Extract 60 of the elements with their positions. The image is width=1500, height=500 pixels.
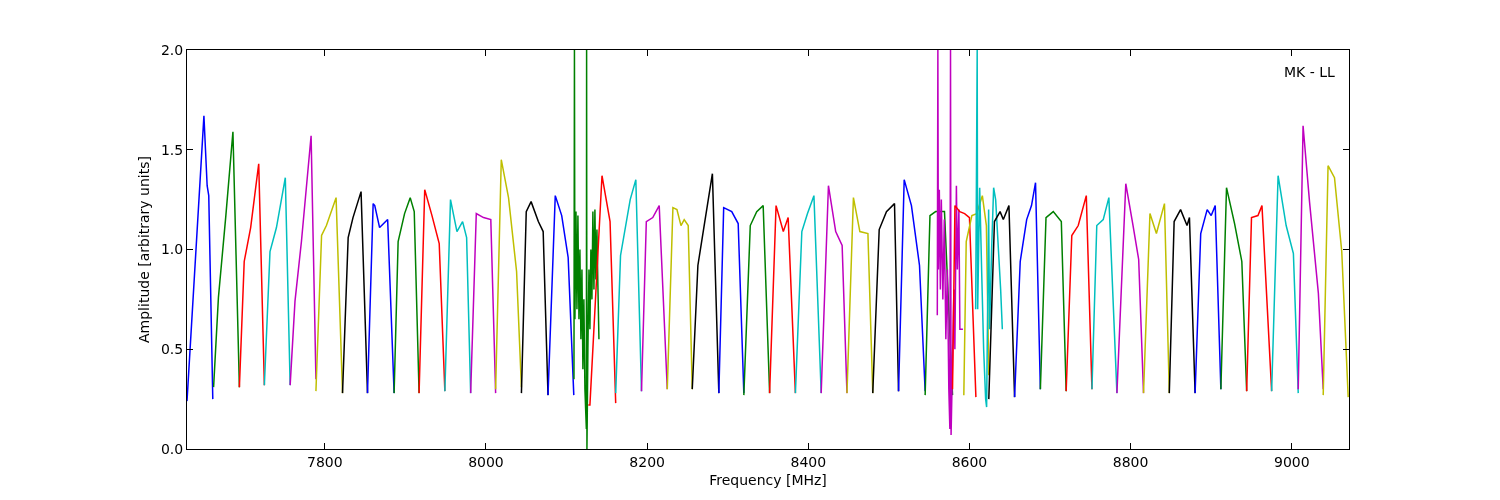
line-series: [494, 158, 523, 390]
line-series: [315, 196, 344, 394]
line-series: [640, 204, 669, 392]
line-series: [1220, 186, 1248, 392]
line-series: [1297, 125, 1324, 390]
line-series: [212, 131, 241, 388]
line-series: [846, 196, 874, 394]
line-series: [897, 178, 926, 392]
x-axis-title: Frequency [MHz]: [709, 472, 827, 489]
line-series: [289, 135, 317, 386]
line-series: [1116, 182, 1145, 394]
line-series: [520, 200, 549, 396]
line-series: [936, 50, 964, 436]
x-tick-label: 8400: [790, 453, 827, 470]
line-series: [366, 202, 395, 394]
y-tick-label: 0.0: [160, 440, 184, 457]
line-series: [1194, 204, 1222, 394]
x-tick-label: 7800: [306, 453, 343, 470]
y-tick-label: 1.5: [160, 141, 184, 158]
line-series: [444, 198, 472, 394]
line-series: [1142, 202, 1171, 394]
y-tick-label: 2.0: [160, 41, 184, 58]
line-series: [743, 204, 771, 396]
x-tick-label: 8600: [951, 453, 988, 470]
line-series: [187, 115, 214, 402]
line-series: [587, 174, 617, 406]
line-series: [1013, 181, 1042, 398]
line-series: [469, 212, 497, 394]
line-series: [614, 178, 643, 394]
x-tick-label: 8000: [468, 453, 504, 470]
line-series: [974, 50, 1004, 408]
y-tick-label: 1.0: [160, 241, 184, 258]
line-series: [768, 204, 797, 394]
line-series: [820, 184, 848, 394]
line-series: [1245, 204, 1273, 392]
y-axis-title: Amplitude [arbitrary units]: [135, 156, 152, 343]
line-series: [547, 194, 575, 396]
x-tick-label: 8200: [629, 453, 665, 470]
line-series: [718, 206, 745, 394]
line-series: [1322, 164, 1349, 398]
line-series: [573, 50, 600, 449]
line-series: [872, 202, 900, 394]
line-series: [341, 190, 369, 394]
line-series: [1039, 210, 1067, 392]
line-series: [263, 176, 291, 386]
line-series: [1065, 194, 1093, 392]
y-tick-label: 0.5: [160, 341, 184, 358]
line-series: [951, 204, 977, 398]
line-series: [418, 188, 446, 394]
line-series: [1168, 208, 1196, 394]
line-series: [963, 194, 990, 396]
line-series: [1270, 174, 1299, 394]
x-tick-label: 8800: [1112, 453, 1149, 470]
line-series: [988, 204, 1016, 400]
line-series: [238, 162, 266, 388]
line-series: [666, 206, 693, 390]
line-series: [393, 196, 420, 394]
x-tick-label: 9000: [1273, 453, 1310, 470]
annotation: MK - LL: [1284, 64, 1336, 80]
line-series: [794, 194, 822, 394]
